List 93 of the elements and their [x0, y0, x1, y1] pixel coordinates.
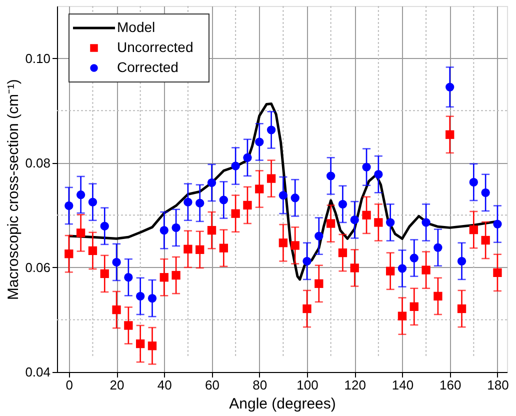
point — [100, 269, 109, 278]
point — [160, 273, 168, 282]
legend-label: Corrected — [117, 59, 178, 75]
point — [410, 302, 418, 311]
point — [374, 170, 383, 179]
point — [136, 292, 145, 301]
x-tick-label: 0 — [66, 378, 74, 392]
y-tick-label: 0.10 — [25, 50, 50, 66]
point — [410, 254, 418, 262]
x-tick-label: 80 — [252, 378, 268, 392]
point — [457, 304, 466, 314]
y-tick-label: 0.04 — [25, 364, 50, 380]
point — [100, 222, 109, 230]
point — [278, 190, 288, 200]
point — [469, 178, 478, 187]
point — [362, 162, 371, 172]
point — [290, 241, 300, 250]
point — [172, 270, 180, 280]
point — [278, 238, 288, 248]
point — [326, 172, 336, 180]
point — [469, 225, 478, 234]
point — [124, 321, 133, 330]
point — [88, 198, 98, 206]
x-tick-label: 100 — [296, 378, 318, 392]
point — [446, 130, 454, 139]
point — [314, 279, 324, 288]
point — [266, 126, 276, 134]
point — [314, 232, 324, 240]
point — [112, 258, 121, 267]
point — [112, 305, 121, 314]
point — [338, 248, 348, 258]
point — [64, 201, 74, 210]
point — [290, 194, 300, 202]
point — [302, 304, 312, 314]
x-axis-title: Angle (degrees) — [229, 396, 336, 412]
x-tick-label: 160 — [440, 378, 462, 392]
point — [148, 342, 157, 350]
point — [493, 220, 502, 228]
point — [422, 218, 430, 227]
point — [434, 292, 442, 301]
point — [362, 210, 371, 220]
point — [219, 244, 228, 252]
point — [255, 138, 264, 146]
point — [302, 256, 312, 266]
point — [160, 226, 168, 235]
point — [481, 188, 490, 197]
point — [326, 219, 336, 228]
point — [124, 273, 133, 282]
point — [457, 256, 466, 266]
x-tick-label: 20 — [110, 378, 124, 392]
x-tick-label: 120 — [344, 378, 366, 392]
point — [184, 244, 192, 254]
x-tick-label: 140 — [392, 378, 414, 392]
point — [446, 82, 454, 92]
point — [196, 245, 204, 254]
point — [481, 236, 490, 245]
point — [350, 216, 359, 224]
point — [196, 198, 204, 208]
point — [64, 250, 74, 258]
point — [207, 178, 216, 188]
point — [231, 209, 240, 218]
x-tick-label: 40 — [157, 378, 172, 392]
point — [398, 264, 407, 273]
point — [172, 223, 180, 232]
y-tick-label: 0.08 — [25, 155, 50, 170]
point — [374, 218, 383, 227]
point — [231, 162, 240, 170]
point — [422, 266, 430, 274]
x-tick-label: 60 — [205, 378, 220, 392]
point — [350, 264, 359, 272]
legend-label: Uncorrected — [117, 39, 194, 55]
point — [243, 153, 252, 162]
point — [88, 246, 98, 256]
point — [76, 190, 86, 200]
y-axis-title: Macroscopic cross-section (cm⁻¹) — [5, 79, 22, 300]
point — [434, 243, 442, 252]
point — [207, 226, 216, 235]
point — [148, 294, 157, 303]
point — [266, 174, 276, 183]
point — [493, 268, 502, 277]
legend-label: Model — [117, 19, 156, 35]
point — [243, 200, 252, 210]
point — [76, 228, 86, 238]
y-tick-label: 0.06 — [25, 260, 50, 275]
point — [386, 218, 395, 227]
point — [219, 196, 228, 204]
point — [136, 339, 145, 348]
point — [398, 312, 407, 320]
x-tick-label: 180 — [487, 378, 509, 392]
point — [386, 266, 395, 276]
point — [338, 200, 348, 208]
point — [184, 198, 192, 206]
point — [255, 184, 264, 194]
